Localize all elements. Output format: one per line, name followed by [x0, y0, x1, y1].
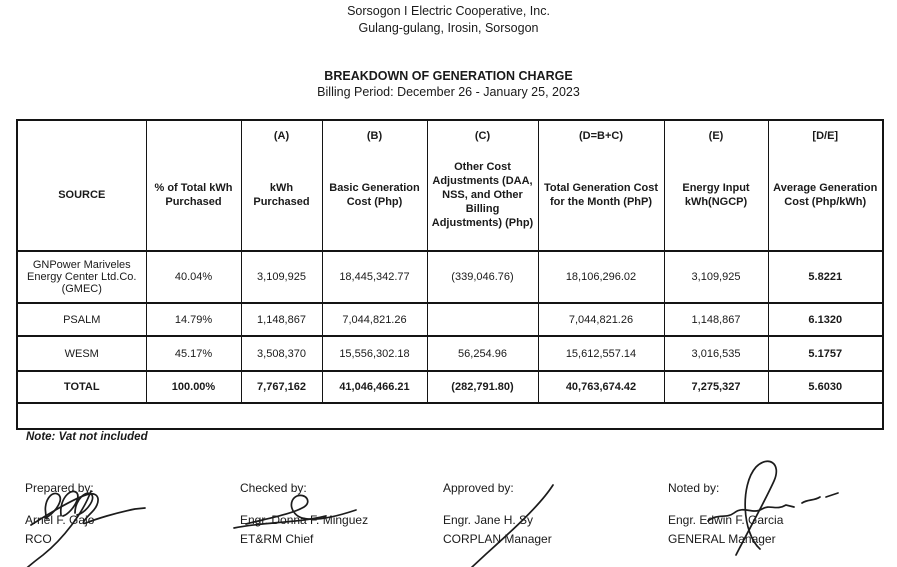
col-header-total-generation-cost: (D=B+C) Total Generation Cost for the Mon…	[537, 119, 665, 252]
col-code: (A)	[273, 130, 290, 142]
col-code: (B)	[366, 130, 383, 142]
col-header-kwh-purchased: (A) kWh Purchased	[240, 119, 323, 252]
table-cell: 3,109,925	[663, 250, 769, 304]
table-cell: 40,763,674.42	[537, 370, 665, 404]
table-cell: 14.79%	[145, 302, 242, 337]
table-row-total: TOTAL 100.00% 7,767,162 41,046,466.21 (2…	[16, 370, 884, 404]
table-cell: (339,046.76)	[426, 250, 539, 304]
col-label: Total Generation Cost for the Month (PhP…	[543, 182, 659, 208]
col-code: (D=B+C)	[578, 130, 623, 142]
cell-source: TOTAL	[16, 370, 147, 404]
billing-period: Billing Period: December 26 - January 25…	[317, 85, 580, 99]
signatory-name: Engr. Edwin F. Garcia	[668, 513, 784, 527]
table-cell: 15,612,557.14	[537, 335, 665, 372]
table-cell	[426, 302, 539, 337]
table-cell: 5.6030	[767, 370, 884, 404]
table-cell: 18,445,342.77	[321, 250, 428, 304]
generation-charge-table: SOURCE % of Total kWh Purchased (A) kWh P…	[16, 119, 884, 430]
col-header-source: SOURCE	[16, 119, 147, 252]
table-cell: 7,275,327	[663, 370, 769, 404]
col-code: (C)	[474, 130, 491, 142]
signatory-title: GENERAL Manager	[668, 532, 776, 546]
col-header-average-generation-cost: [D/E] Average Generation Cost (Php/kWh)	[767, 119, 884, 252]
table-cell: 7,044,821.26	[321, 302, 428, 337]
signatory-title: RCO	[25, 532, 52, 546]
col-label: SOURCE	[58, 189, 106, 201]
table-cell: 7,044,821.26	[537, 302, 665, 337]
table-row-psalm: PSALM 14.79% 1,148,867 7,044,821.26 7,04…	[16, 302, 884, 337]
table-cell: 1,148,867	[240, 302, 323, 337]
col-header-pct-purchased: % of Total kWh Purchased	[145, 119, 242, 252]
col-header-basic-generation-cost: (B) Basic Generation Cost (Php)	[321, 119, 428, 252]
signature-label: Prepared by:	[25, 481, 94, 495]
vat-note: Note: Vat not included	[26, 431, 148, 443]
signatory-name: Arnel F. Gajo	[25, 513, 95, 527]
company-address: Gulang-gulang, Irosin, Sorsogon	[358, 21, 539, 35]
table-cell: 5.8221	[767, 250, 884, 304]
table-cell: 41,046,466.21	[321, 370, 428, 404]
signature-block-prepared: Prepared by: Arnel F. Gajo RCO	[25, 481, 230, 567]
col-code	[21, 123, 143, 152]
col-label: Energy Input kWh(NGCP)	[682, 182, 750, 208]
table-cell: 100.00%	[145, 370, 242, 404]
cell-source: PSALM	[16, 302, 147, 337]
col-label: Basic Generation Cost (Php)	[329, 182, 420, 208]
empty-cell	[16, 402, 884, 430]
table-cell: 40.04%	[145, 250, 242, 304]
signatory-title: ET&RM Chief	[240, 532, 314, 546]
table-cell: 5.1757	[767, 335, 884, 372]
signature-block-noted: Noted by: Engr. Edwin F. Garcia GENERAL …	[668, 460, 873, 561]
table-cell: 7,767,162	[240, 370, 323, 404]
table-cell: 3,016,535	[663, 335, 769, 372]
table-cell: 18,106,296.02	[537, 250, 665, 304]
table-cell: 15,556,302.18	[321, 335, 428, 372]
table-cell: 6.1320	[767, 302, 884, 337]
table-cell: (282,791.80)	[426, 370, 539, 404]
table-cell: 1,148,867	[663, 302, 769, 337]
signature-label: Checked by:	[240, 481, 307, 495]
col-code: [D/E]	[812, 130, 839, 142]
signatory-name: Engr. Jane H. Sy	[443, 513, 534, 527]
col-code	[150, 123, 238, 152]
col-label: Other Cost Adjustments (DAA, NSS, and Ot…	[431, 161, 534, 229]
col-label: Average Generation Cost (Php/kWh)	[773, 182, 878, 208]
company-name: Sorsogon I Electric Cooperative, Inc.	[347, 4, 550, 18]
col-code: (E)	[708, 130, 724, 142]
table-row-wesm: WESM 45.17% 3,508,370 15,556,302.18 56,2…	[16, 335, 884, 372]
table-empty-row	[16, 402, 884, 430]
table-cell: 56,254.96	[426, 335, 539, 372]
page-title: BREAKDOWN OF GENERATION CHARGE	[324, 69, 573, 83]
col-label: % of Total kWh Purchased	[154, 182, 233, 208]
document-header: Sorsogon I Electric Cooperative, Inc. Gu…	[0, 3, 897, 37]
signatory-title: CORPLAN Manager	[443, 532, 552, 546]
signature-block-checked: Checked by: Engr. Donna F. Minguez ET&RM…	[233, 481, 445, 561]
table-cell: 45.17%	[145, 335, 242, 372]
cell-source: WESM	[16, 335, 147, 372]
col-header-other-cost-adjustments: (C) Other Cost Adjustments (DAA, NSS, and…	[426, 119, 539, 252]
signature-label: Noted by:	[668, 481, 720, 495]
table-cell: 3,508,370	[240, 335, 323, 372]
signature-label: Approved by:	[443, 481, 514, 495]
cell-source: GNPower Mariveles Energy Center Ltd.Co. …	[16, 250, 147, 304]
table-row-gmec: GNPower Mariveles Energy Center Ltd.Co. …	[16, 250, 884, 304]
document-title-block: BREAKDOWN OF GENERATION CHARGE Billing P…	[0, 69, 897, 101]
table-header-row: SOURCE % of Total kWh Purchased (A) kWh P…	[16, 119, 884, 252]
col-header-energy-input: (E) Energy Input kWh(NGCP)	[663, 119, 769, 252]
signatory-name: Engr. Donna F. Minguez	[240, 513, 369, 527]
col-label: kWh Purchased	[253, 182, 310, 208]
table-cell: 3,109,925	[240, 250, 323, 304]
signature-block-approved: Approved by: Engr. Jane H. Sy CORPLAN Ma…	[443, 481, 648, 567]
